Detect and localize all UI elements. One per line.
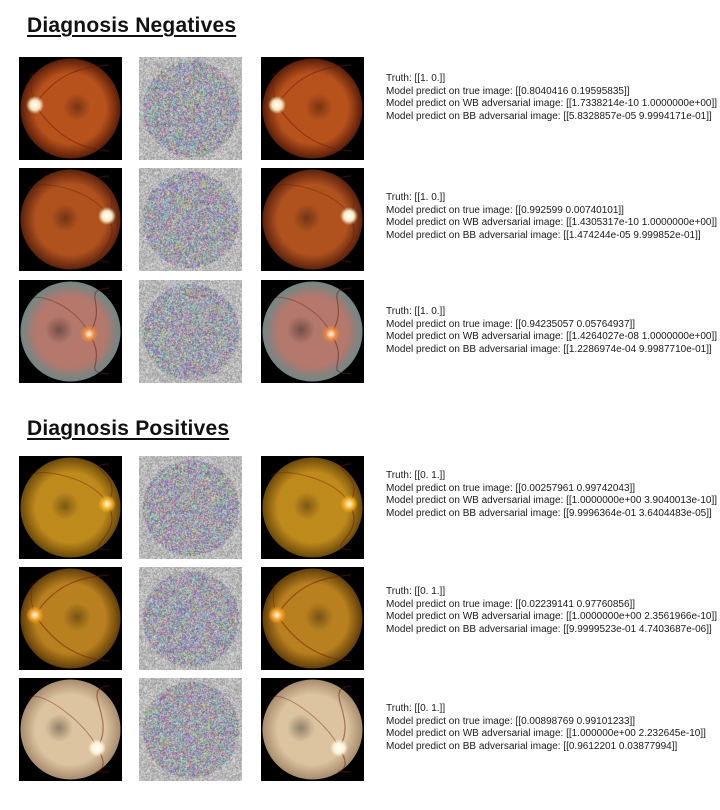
prediction-text: Truth: [[0. 1.]] Model predict on true i… <box>386 703 706 753</box>
true-fundus-image <box>19 567 122 670</box>
section-title-positives: Diagnosis Positives <box>27 417 230 440</box>
bb-prediction: Model predict on BB adversarial image: [… <box>386 507 712 519</box>
true-fundus-image <box>19 168 122 271</box>
bb-prediction: Model predict on BB adversarial image: [… <box>386 623 712 635</box>
true-prediction: Model predict on true image: [[0.0223914… <box>386 598 636 610</box>
result-row: Truth: [[0. 1.]] Model predict on true i… <box>0 566 720 670</box>
truth-label: Truth: [[0. 1.]] <box>386 586 446 597</box>
adversarial-fundus-image <box>261 678 364 781</box>
adversarial-fundus-image <box>261 57 364 160</box>
result-row: Truth: [[1. 0.]] Model predict on true i… <box>0 167 720 271</box>
wb-prediction: Model predict on WB adversarial image: [… <box>386 217 718 228</box>
truth-label: Truth: [[0. 1.]] <box>386 703 446 714</box>
truth-label: Truth: [[1. 0.]] <box>386 73 446 84</box>
truth-label: Truth: [[0. 1.]] <box>386 470 446 481</box>
prediction-text: Truth: [[1. 0.]] Model predict on true i… <box>386 192 717 242</box>
wb-prediction: Model predict on WB adversarial image: [… <box>386 495 718 506</box>
wb-prediction: Model predict on WB adversarial image: [… <box>386 611 718 622</box>
result-row: Truth: [[0. 1.]] Model predict on true i… <box>0 677 720 781</box>
prediction-text: Truth: [[0. 1.]] Model predict on true i… <box>386 470 717 520</box>
adversarial-fundus-image <box>261 456 364 559</box>
bb-prediction: Model predict on BB adversarial image: [… <box>386 343 712 355</box>
adversarial-fundus-image <box>261 168 364 271</box>
adversarial-noise-image <box>139 456 242 559</box>
true-fundus-image <box>19 280 122 383</box>
true-fundus-image <box>19 456 122 559</box>
truth-label: Truth: [[1. 0.]] <box>386 306 446 317</box>
prediction-text: Truth: [[1. 0.]] Model predict on true i… <box>386 73 717 123</box>
true-fundus-image <box>19 678 122 781</box>
prediction-text: Truth: [[0. 1.]] Model predict on true i… <box>386 586 717 636</box>
true-prediction: Model predict on true image: [[0.992599 … <box>386 204 624 216</box>
prediction-text: Truth: [[1. 0.]] Model predict on true i… <box>386 306 717 356</box>
section-title-negatives: Diagnosis Negatives <box>27 14 237 37</box>
adversarial-noise-image <box>139 678 242 781</box>
true-prediction: Model predict on true image: [[0.0025796… <box>386 482 636 494</box>
result-row: Truth: [[1. 0.]] Model predict on true i… <box>0 56 720 160</box>
bb-prediction: Model predict on BB adversarial image: [… <box>386 229 701 241</box>
adversarial-noise-image <box>139 57 242 160</box>
true-prediction: Model predict on true image: [[0.0089876… <box>386 715 636 727</box>
adversarial-fundus-image <box>261 567 364 670</box>
true-prediction: Model predict on true image: [[0.8040416… <box>386 85 630 97</box>
bb-prediction: Model predict on BB adversarial image: [… <box>386 110 712 122</box>
adversarial-noise-image <box>139 168 242 271</box>
true-prediction: Model predict on true image: [[0.9423505… <box>386 318 636 330</box>
truth-label: Truth: [[1. 0.]] <box>386 192 446 203</box>
adversarial-noise-image <box>139 567 242 670</box>
adversarial-noise-image <box>139 280 242 383</box>
bb-prediction: Model predict on BB adversarial image: [… <box>386 740 678 752</box>
wb-prediction: Model predict on WB adversarial image: [… <box>386 98 718 109</box>
wb-prediction: Model predict on WB adversarial image: [… <box>386 728 706 739</box>
true-fundus-image <box>19 57 122 160</box>
adversarial-fundus-image <box>261 280 364 383</box>
result-row: Truth: [[0. 1.]] Model predict on true i… <box>0 455 720 559</box>
wb-prediction: Model predict on WB adversarial image: [… <box>386 331 718 342</box>
result-row: Truth: [[1. 0.]] Model predict on true i… <box>0 279 720 383</box>
